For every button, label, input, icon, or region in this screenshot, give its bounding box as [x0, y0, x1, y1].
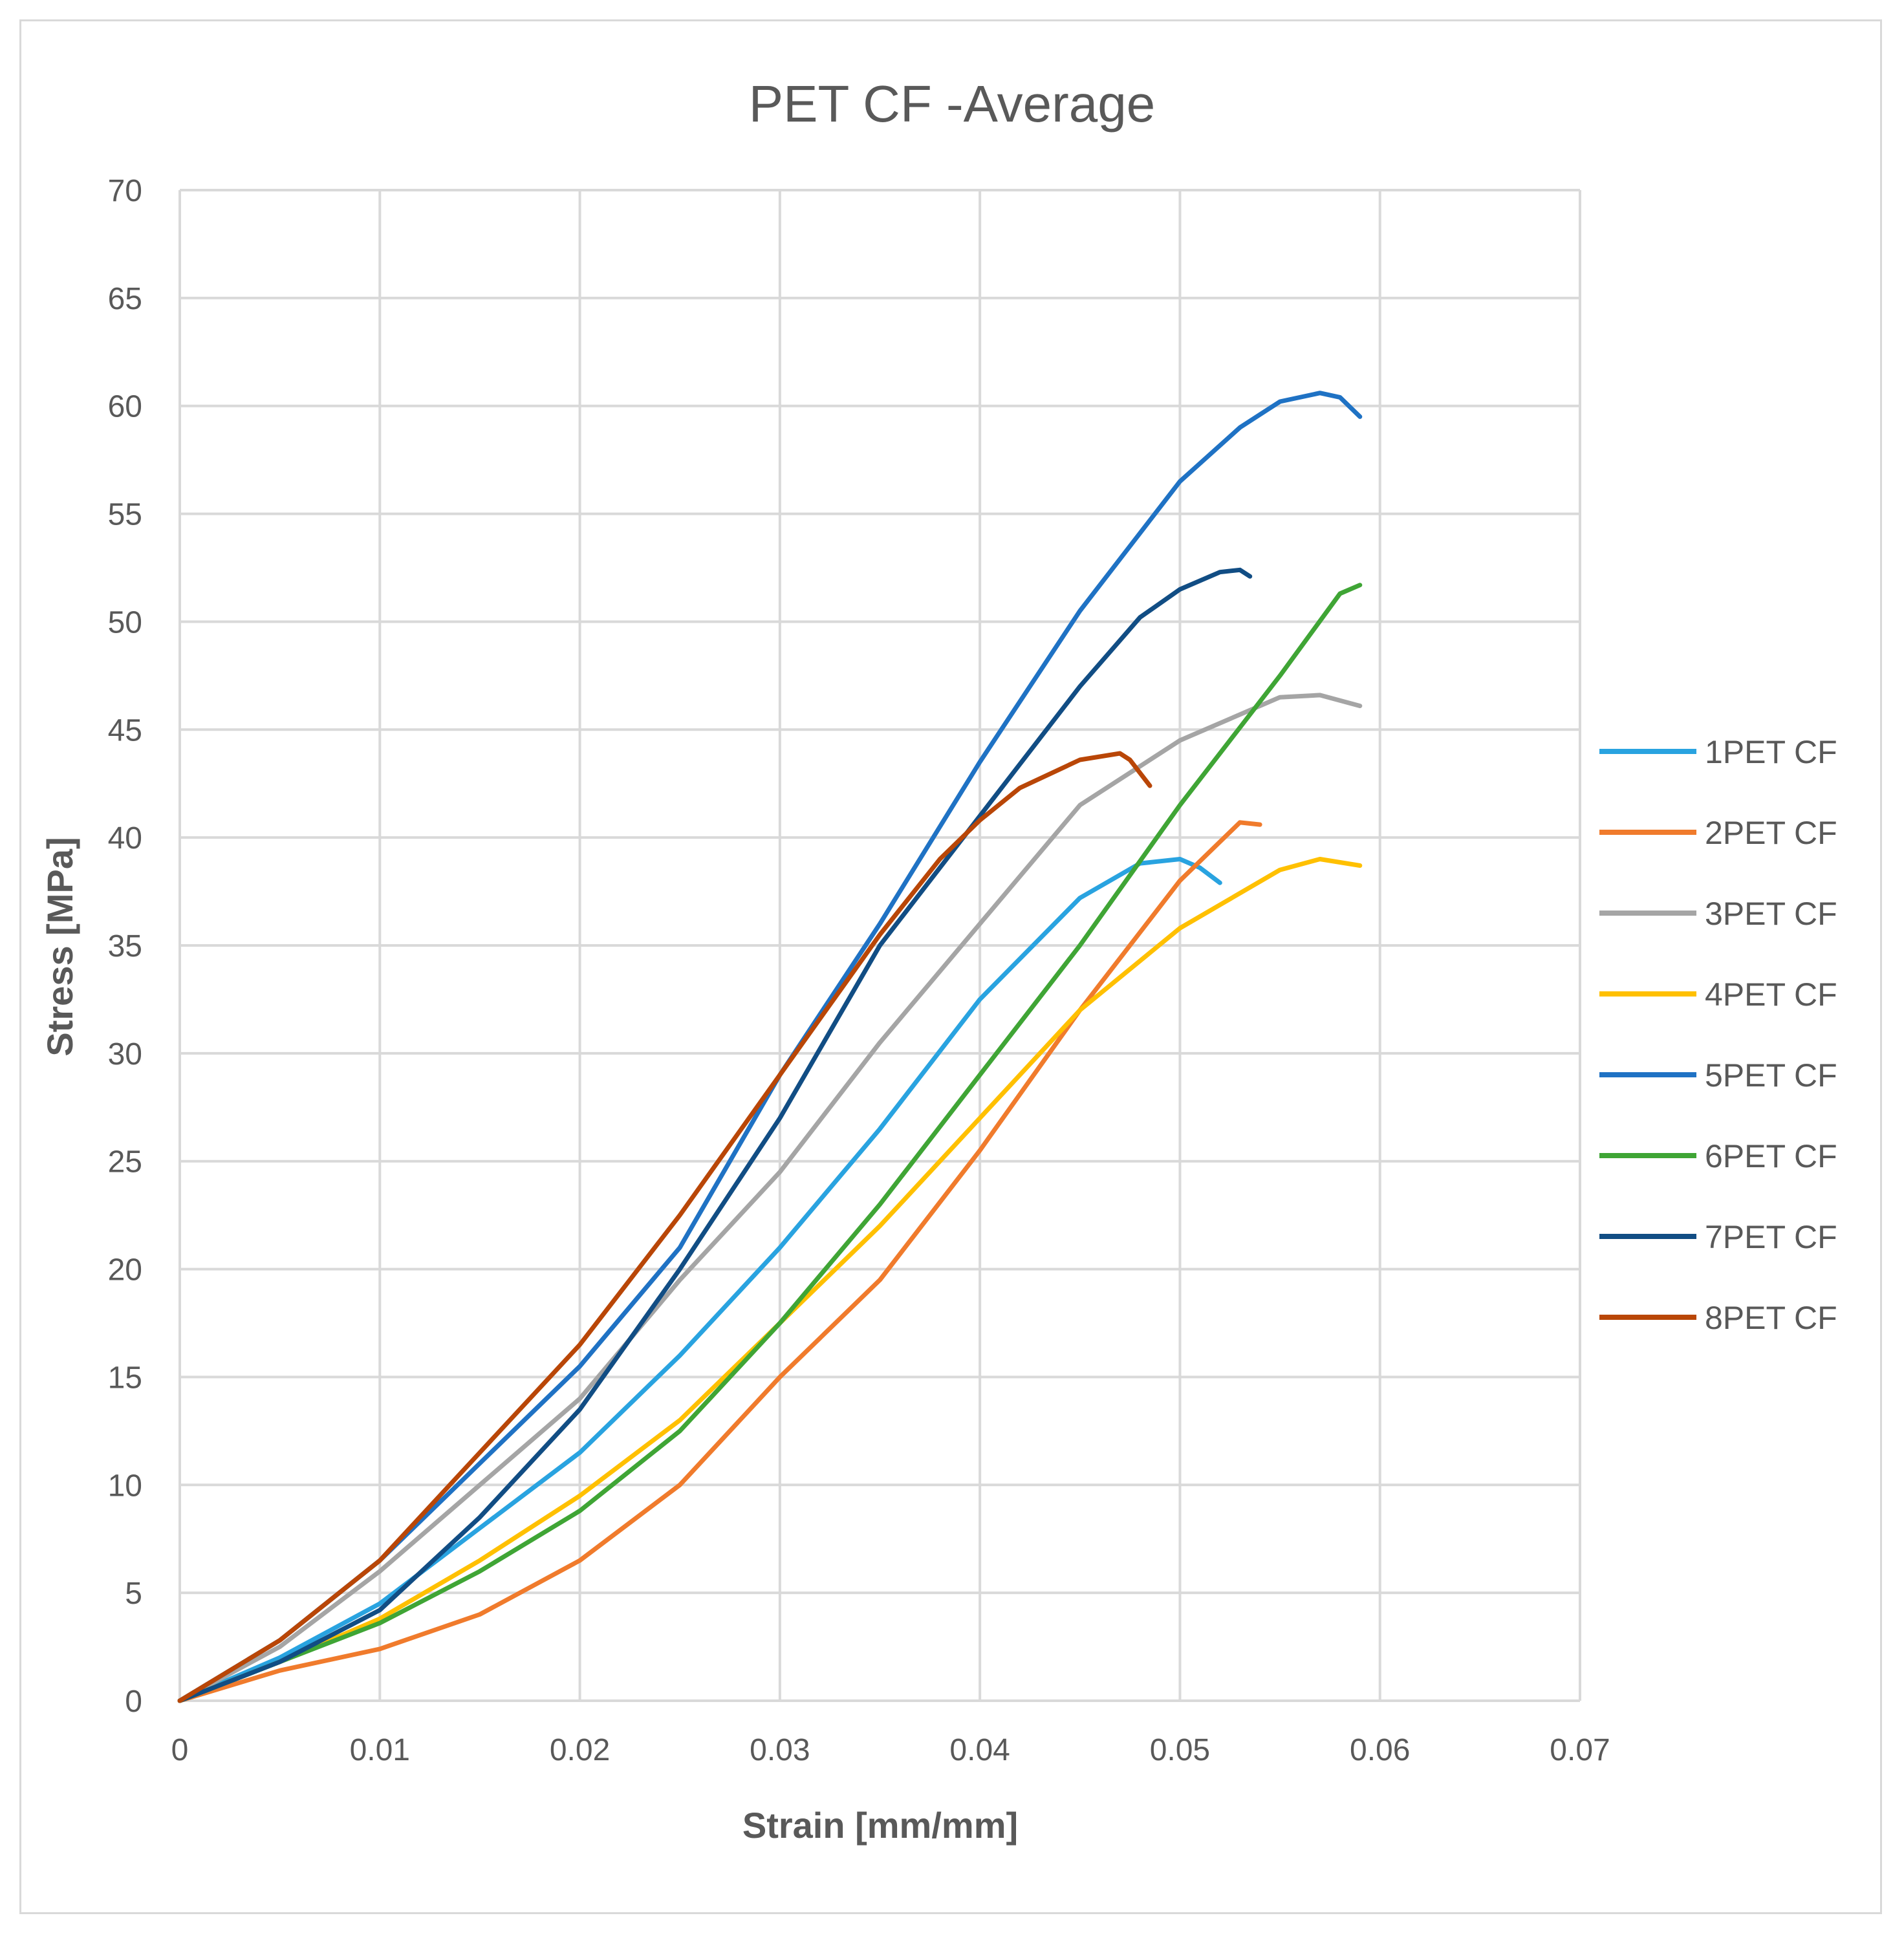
- x-tick-label: 0.07: [1550, 1733, 1610, 1767]
- y-tick-label: 35: [108, 929, 142, 964]
- tick-labels: 0 5 10 15 20 25 30 35 40 45 50 55 60 65 70 0 0.01 0.02 0.0…: [108, 174, 1610, 1767]
- y-tick-label: 70: [108, 174, 142, 208]
- y-tick-label: 25: [108, 1145, 142, 1180]
- legend-label: 4PET CF: [1705, 976, 1837, 1013]
- y-tick-label: 0: [125, 1685, 142, 1719]
- legend-label: 8PET CF: [1705, 1300, 1837, 1336]
- y-tick-label: 20: [108, 1253, 142, 1288]
- y-tick-label: 65: [108, 282, 142, 316]
- x-tick-label: 0.04: [949, 1733, 1010, 1767]
- chart-title: PET CF -Average: [749, 75, 1155, 133]
- legend-label: 6PET CF: [1705, 1138, 1837, 1174]
- legend-label: 3PET CF: [1705, 896, 1837, 932]
- legend-label: 1PET CF: [1705, 734, 1837, 770]
- series-line-8: [177, 751, 1152, 1703]
- series-line-2: [177, 820, 1262, 1703]
- series-line-5: [177, 391, 1363, 1703]
- series-line-4: [177, 857, 1363, 1703]
- y-tick-label: 55: [108, 498, 142, 532]
- x-tick-label: 0.01: [350, 1733, 410, 1767]
- legend-label: 2PET CF: [1705, 815, 1837, 851]
- legend: 1PET CF 2PET CF 3PET CF 4PET CF 5PET CF 6PET …: [1599, 734, 1837, 1336]
- y-tick-label: 15: [108, 1361, 142, 1395]
- y-tick-label: 40: [108, 821, 142, 856]
- y-axis-title: Stress [MPa]: [39, 837, 80, 1056]
- series-line-1: [177, 857, 1222, 1703]
- series-line-6: [177, 583, 1363, 1703]
- y-tick-label: 10: [108, 1469, 142, 1503]
- legend-label: 7PET CF: [1705, 1219, 1837, 1255]
- y-tick-label: 30: [108, 1037, 142, 1072]
- y-tick-label: 5: [125, 1577, 142, 1611]
- x-axis-title: Strain [mm/mm]: [742, 1805, 1018, 1846]
- x-tick-label: 0.05: [1150, 1733, 1210, 1767]
- x-tick-label: 0.02: [550, 1733, 610, 1767]
- grid: [178, 189, 1581, 1702]
- x-tick-label: 0: [171, 1733, 189, 1767]
- series-line-7: [177, 567, 1253, 1703]
- y-tick-label: 50: [108, 605, 142, 640]
- legend-label: 5PET CF: [1705, 1057, 1837, 1094]
- x-tick-label: 0.06: [1350, 1733, 1410, 1767]
- y-tick-label: 60: [108, 390, 142, 424]
- series-line-3: [177, 693, 1363, 1703]
- x-tick-label: 0.03: [750, 1733, 810, 1767]
- series-lines: [177, 391, 1363, 1703]
- y-tick-label: 45: [108, 713, 142, 748]
